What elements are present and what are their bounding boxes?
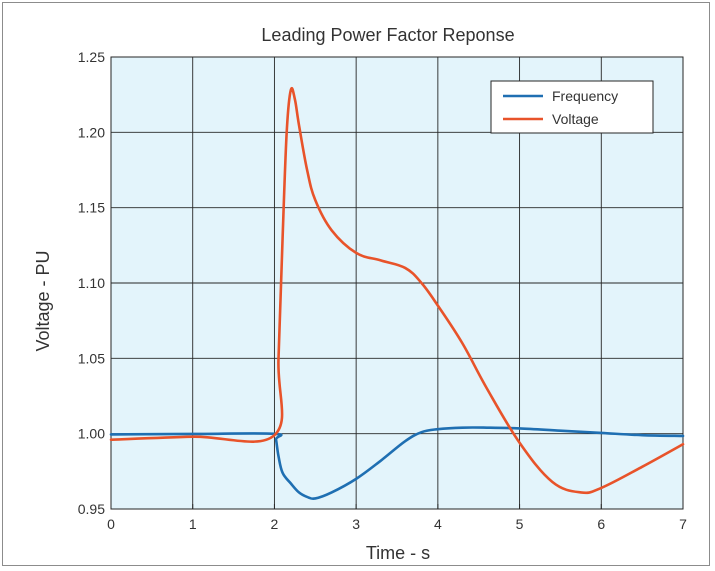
y-tick-label: 1.20 — [78, 124, 105, 140]
legend-box — [490, 80, 654, 134]
y-tick-label: 1.05 — [78, 350, 105, 366]
legend-label-voltage: Voltage — [552, 111, 599, 127]
line-chart: Leading Power Factor Reponse Time - s Vo… — [33, 25, 687, 563]
x-axis-label: Time - s — [366, 543, 430, 563]
x-tick-label: 1 — [189, 516, 197, 532]
x-tick-label: 7 — [679, 516, 687, 532]
x-tick-label: 4 — [434, 516, 442, 532]
y-tick-label: 1.00 — [78, 426, 105, 442]
series-line-voltage — [109, 86, 685, 495]
x-tick-label: 2 — [271, 516, 279, 532]
x-tick-label: 3 — [352, 516, 360, 532]
y-tick-label: 0.95 — [78, 501, 105, 517]
chart-title: Leading Power Factor Reponse — [261, 25, 514, 45]
y-axis-label: Voltage - PU — [33, 250, 53, 351]
x-tick-label: 0 — [107, 516, 115, 532]
legend-label-frequency: Frequency — [552, 88, 618, 104]
chart-figure: Leading Power Factor Reponse Time - s Vo… — [2, 2, 710, 566]
plot-frame — [110, 56, 684, 510]
y-tick-label: 1.25 — [78, 49, 105, 65]
series-line-frequency — [109, 426, 685, 501]
y-tick-label: 1.15 — [78, 200, 105, 216]
y-tick-label: 1.10 — [78, 275, 105, 291]
x-tick-label: 5 — [516, 516, 524, 532]
x-tick-label: 6 — [597, 516, 605, 532]
